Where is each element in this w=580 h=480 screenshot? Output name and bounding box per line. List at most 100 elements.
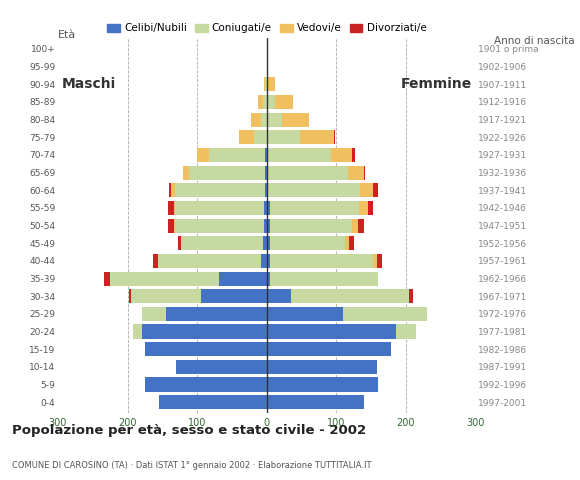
Bar xyxy=(264,201,267,215)
Bar xyxy=(153,254,158,268)
Bar xyxy=(268,77,275,91)
Bar xyxy=(334,130,335,144)
Bar xyxy=(267,342,391,356)
Bar xyxy=(145,377,267,392)
Bar xyxy=(266,166,267,180)
Bar xyxy=(266,77,267,91)
Bar xyxy=(263,236,267,251)
Text: Età: Età xyxy=(58,30,76,40)
Text: Femmine: Femmine xyxy=(401,77,472,91)
Bar xyxy=(353,218,358,233)
Bar xyxy=(201,289,267,303)
Bar xyxy=(267,183,268,197)
Bar xyxy=(360,201,368,215)
Bar xyxy=(189,166,266,180)
Bar xyxy=(181,236,263,251)
Bar xyxy=(133,324,142,338)
Text: Anno di nascita: Anno di nascita xyxy=(494,36,574,46)
Bar xyxy=(267,289,291,303)
Bar xyxy=(267,360,377,374)
Bar xyxy=(377,254,382,268)
Bar xyxy=(172,183,175,197)
Bar xyxy=(264,77,266,91)
Bar xyxy=(266,183,267,197)
Bar xyxy=(270,272,378,286)
Bar xyxy=(254,130,267,144)
Bar xyxy=(173,201,175,215)
Bar xyxy=(175,201,264,215)
Bar xyxy=(129,289,131,303)
Bar xyxy=(267,377,378,392)
Bar xyxy=(291,289,409,303)
Bar xyxy=(263,95,267,109)
Bar xyxy=(267,130,300,144)
Bar xyxy=(209,148,264,162)
Bar xyxy=(267,148,268,162)
Text: COMUNE DI CAROSINO (TA) · Dati ISTAT 1° gennaio 2002 · Elaborazione TUTTITALIA.I: COMUNE DI CAROSINO (TA) · Dati ISTAT 1° … xyxy=(12,461,371,470)
Bar xyxy=(159,395,267,409)
Bar xyxy=(364,166,365,180)
Bar xyxy=(145,342,267,356)
Bar xyxy=(142,307,166,321)
Text: Popolazione per età, sesso e stato civile - 2002: Popolazione per età, sesso e stato civil… xyxy=(12,424,366,437)
Bar xyxy=(374,254,377,268)
Bar xyxy=(264,148,267,162)
Text: Maschi: Maschi xyxy=(61,77,116,91)
Bar xyxy=(267,272,270,286)
Bar xyxy=(197,148,209,162)
Bar xyxy=(267,60,268,74)
Bar xyxy=(358,218,364,233)
Bar xyxy=(142,324,267,338)
Bar xyxy=(343,307,427,321)
Bar xyxy=(261,113,267,127)
Bar xyxy=(158,254,261,268)
Bar xyxy=(275,95,292,109)
Bar xyxy=(219,272,267,286)
Bar xyxy=(268,148,331,162)
Bar xyxy=(346,236,349,251)
Bar xyxy=(267,95,275,109)
Bar xyxy=(267,236,270,251)
Bar xyxy=(267,113,282,127)
Bar xyxy=(267,254,270,268)
Bar xyxy=(360,183,372,197)
Bar xyxy=(368,201,374,215)
Bar xyxy=(372,183,378,197)
Bar xyxy=(267,395,364,409)
Bar xyxy=(176,360,267,374)
Bar xyxy=(267,324,396,338)
Bar xyxy=(268,183,360,197)
Bar xyxy=(270,254,374,268)
Bar xyxy=(168,218,173,233)
Bar xyxy=(268,166,348,180)
Bar xyxy=(349,236,354,251)
Legend: Celibi/Nubili, Coniugati/e, Vedovi/e, Divorziati/e: Celibi/Nubili, Coniugati/e, Vedovi/e, Di… xyxy=(103,19,430,37)
Bar xyxy=(261,254,267,268)
Bar xyxy=(258,95,263,109)
Bar xyxy=(175,183,266,197)
Bar xyxy=(351,148,355,162)
Bar xyxy=(175,218,264,233)
Bar xyxy=(409,289,413,303)
Bar xyxy=(267,166,268,180)
Bar xyxy=(282,113,309,127)
Bar xyxy=(331,148,351,162)
Bar xyxy=(264,218,267,233)
Bar xyxy=(110,272,219,286)
Bar xyxy=(177,236,181,251)
Bar xyxy=(300,130,333,144)
Bar xyxy=(251,113,261,127)
Bar xyxy=(348,166,364,180)
Bar xyxy=(270,201,360,215)
Bar xyxy=(270,236,346,251)
Bar xyxy=(267,77,268,91)
Bar xyxy=(173,218,175,233)
Bar xyxy=(239,130,254,144)
Bar xyxy=(270,218,353,233)
Bar xyxy=(396,324,416,338)
Bar xyxy=(183,166,189,180)
Bar xyxy=(104,272,110,286)
Bar xyxy=(169,183,172,197)
Bar xyxy=(267,201,270,215)
Bar xyxy=(168,201,173,215)
